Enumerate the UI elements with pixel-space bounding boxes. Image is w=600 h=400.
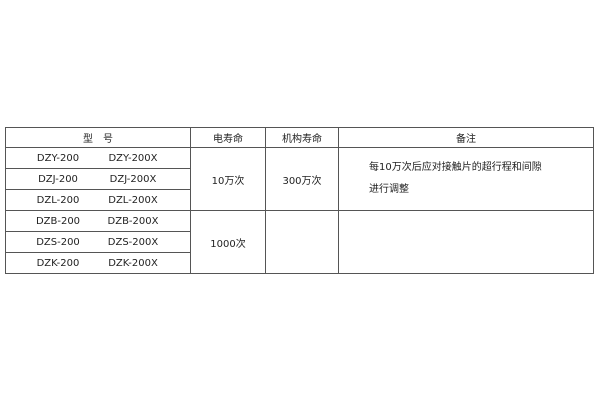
note-cell bbox=[338, 210, 594, 274]
model-cell: DZK-200 DZK-200X bbox=[5, 252, 191, 274]
model-b: DZB-200X bbox=[107, 215, 159, 227]
header-mechanical-life: 机构寿命 bbox=[265, 127, 339, 148]
model-cell: DZS-200 DZS-200X bbox=[5, 231, 191, 253]
electrical-life-cell: 1000次 bbox=[190, 210, 266, 274]
model-a: DZS-200 bbox=[36, 236, 80, 248]
mechanical-life-cell: 300万次 bbox=[265, 147, 339, 211]
model-a: DZL-200 bbox=[36, 194, 80, 206]
header-model: 型 号 bbox=[5, 127, 191, 148]
model-b: DZJ-200X bbox=[109, 173, 157, 185]
mechanical-life-cell bbox=[265, 210, 339, 274]
note-line: 每10万次后应对接触片的超行程和间隙 bbox=[369, 162, 542, 173]
specification-table: 型 号 电寿命 机构寿命 备注 DZY-200 DZY-200X 10万次 300… bbox=[5, 127, 594, 274]
model-a: DZJ-200 bbox=[38, 173, 78, 185]
model-b: DZY-200X bbox=[108, 152, 158, 164]
header-electrical-life: 电寿命 bbox=[190, 127, 266, 148]
model-a: DZK-200 bbox=[36, 257, 80, 269]
header-row: 型 号 电寿命 机构寿命 备注 bbox=[5, 127, 594, 148]
table-row: DZK-200 DZK-200X bbox=[5, 252, 594, 274]
model-a: DZB-200 bbox=[35, 215, 81, 227]
model-b: DZK-200X bbox=[108, 257, 158, 269]
header-notes: 备注 bbox=[338, 127, 594, 148]
model-cell: DZL-200 DZL-200X bbox=[5, 189, 191, 211]
table-row: DZY-200 DZY-200X 10万次 300万次 每10万次后应对接触片的超… bbox=[5, 147, 594, 211]
model-cell: DZB-200 DZB-200X bbox=[5, 210, 191, 232]
note-cell: 每10万次后应对接触片的超行程和间隙 进行调整 bbox=[338, 147, 594, 211]
model-cell: DZY-200 DZY-200X bbox=[5, 147, 191, 169]
model-a: DZY-200 bbox=[36, 152, 80, 164]
model-b: DZL-200X bbox=[108, 194, 158, 206]
model-b: DZS-200X bbox=[107, 236, 159, 248]
table-row: DZB-200 DZB-200X 1000次 bbox=[5, 210, 594, 274]
note-line: 进行调整 bbox=[369, 184, 409, 195]
electrical-life-cell: 10万次 bbox=[190, 147, 266, 211]
model-cell: DZJ-200 DZJ-200X bbox=[5, 168, 191, 190]
